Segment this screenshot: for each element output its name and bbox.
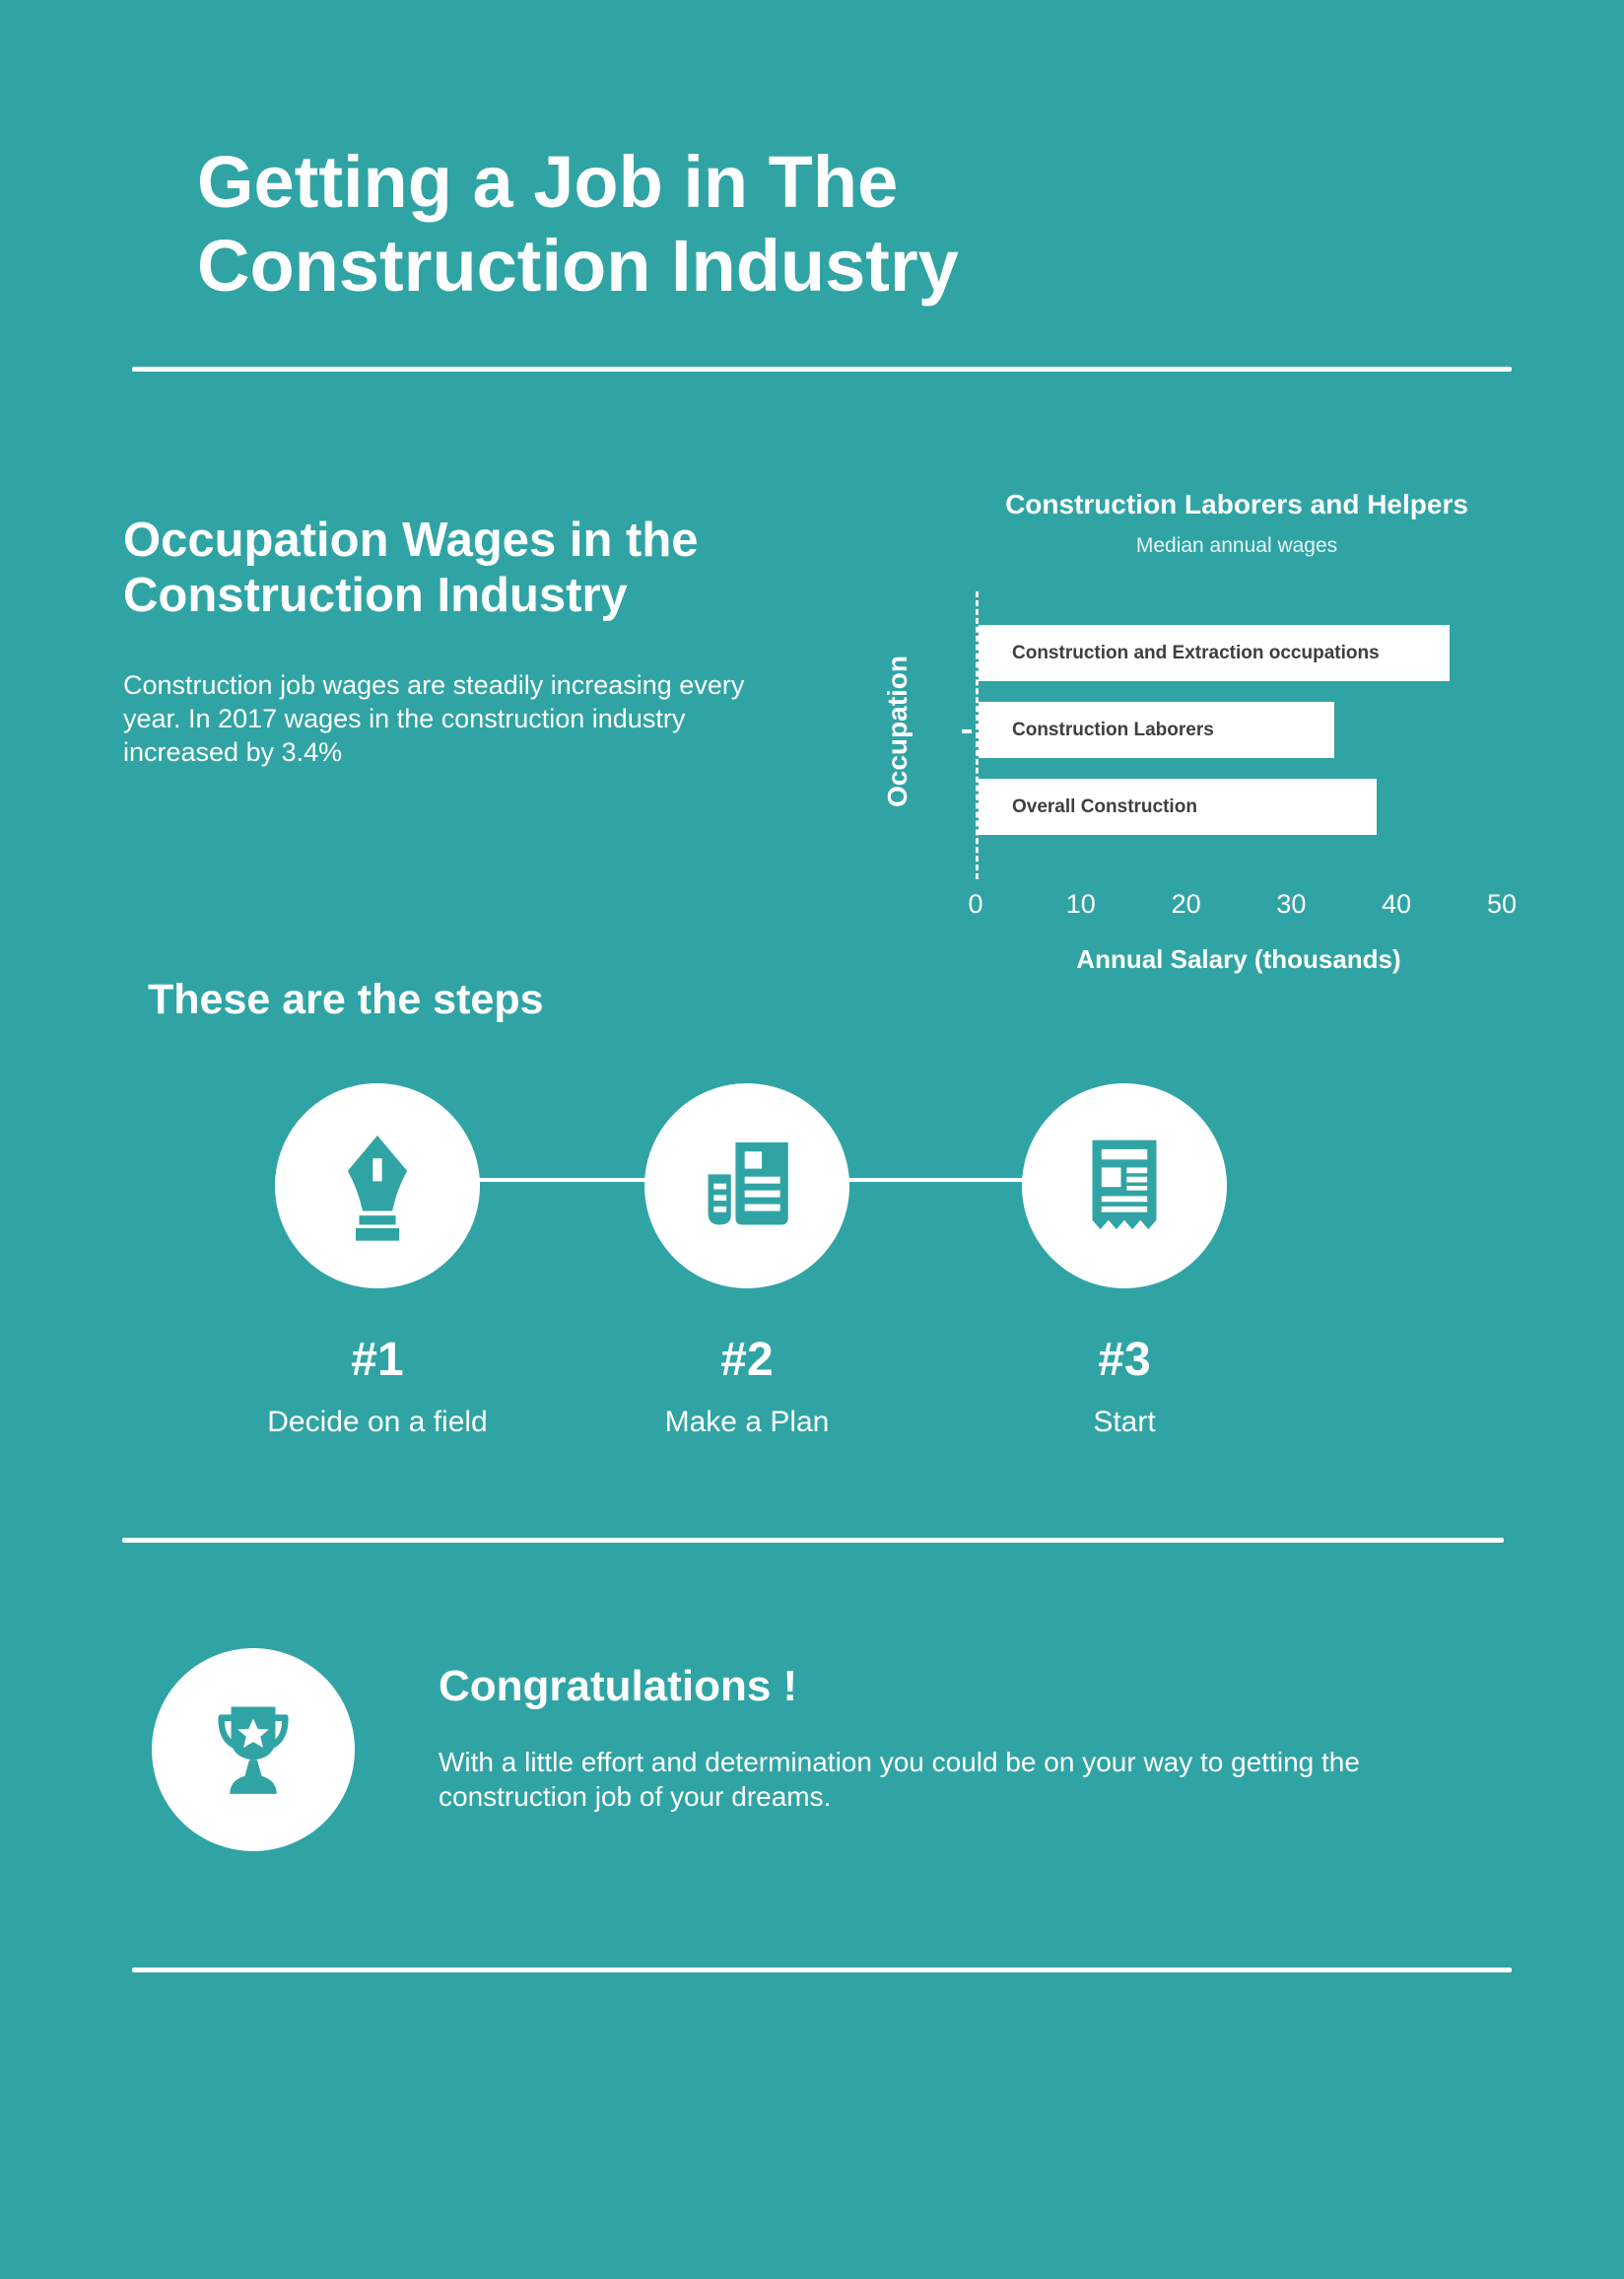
chart-y-axis-label: Occupation (882, 655, 913, 808)
x-tick: 0 (968, 889, 983, 919)
bar-construction-laborers: Construction Laborers (979, 702, 1335, 758)
receipt-icon (1092, 1140, 1157, 1230)
step-3-label: Start (1093, 1406, 1156, 1438)
steps-divider (122, 1538, 1504, 1543)
congrats-heading: Congratulations ! (439, 1662, 798, 1710)
bar-construction-extraction: Construction and Extraction occupations (979, 625, 1450, 681)
trophy-icon (218, 1706, 289, 1794)
chart-plot-area: Construction and Extraction occupations … (962, 591, 1502, 879)
footer-divider (132, 1968, 1512, 1972)
bar-overall-construction: Overall Construction (979, 779, 1377, 835)
chart-subtitle: Median annual wages (1135, 534, 1338, 557)
step-1-badge (275, 1083, 480, 1288)
y-axis-tick (962, 729, 972, 733)
step-2-label: Make a Plan (664, 1406, 830, 1438)
steps-heading: These are the steps (148, 976, 544, 1023)
step-2-number: #2 (720, 1334, 774, 1386)
chart-x-axis-label: Annual Salary (thousands) (1076, 944, 1401, 974)
bar-label: Overall Construction (1012, 795, 1197, 817)
x-axis-ticks: 0 10 20 30 40 50 (968, 889, 1517, 925)
x-tick: 10 (1065, 889, 1096, 919)
x-tick: 40 (1382, 889, 1412, 919)
chart-title: Construction Laborers and Helpers (1005, 489, 1468, 519)
page-title: Getting a Job in The Construction Indust… (197, 141, 959, 307)
pen-nib-icon (347, 1135, 408, 1241)
x-tick: 50 (1486, 889, 1518, 919)
step-3-number: #3 (1098, 1334, 1151, 1386)
wages-section-body: Construction job wages are steadily incr… (123, 670, 745, 767)
step-1-number: #1 (351, 1334, 404, 1386)
bar-label: Construction Laborers (1012, 719, 1214, 740)
congrats-badge (152, 1648, 355, 1851)
header-divider (132, 367, 1512, 372)
newspaper-icon (708, 1141, 788, 1225)
step-1-label: Decide on a field (267, 1406, 488, 1438)
x-tick: 30 (1276, 889, 1307, 919)
wages-section-heading: Occupation Wages in the Construction Ind… (123, 514, 699, 622)
x-tick: 20 (1171, 889, 1201, 919)
step-3-badge (1022, 1083, 1227, 1288)
bar-label: Construction and Extraction occupations (1012, 642, 1380, 663)
step-2-badge (644, 1083, 849, 1288)
congrats-body: With a little effort and determination y… (439, 1747, 1360, 1812)
